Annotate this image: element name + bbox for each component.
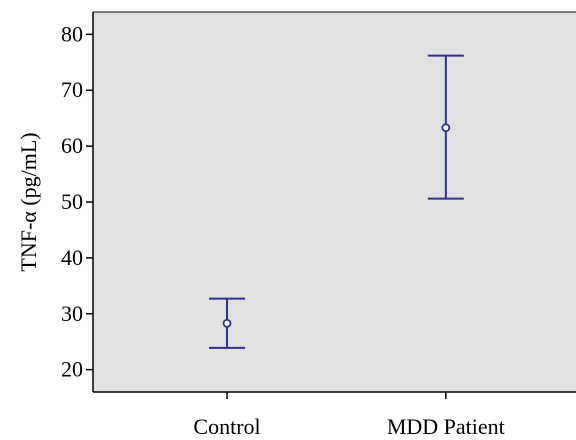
plot-area xyxy=(93,12,576,392)
x-category-label: MDD Patient xyxy=(387,414,505,439)
y-tick-label: 70 xyxy=(61,77,83,102)
y-tick-label: 50 xyxy=(61,189,83,214)
y-tick-label: 80 xyxy=(61,21,83,46)
y-ticks: 20 30 40 50 60 70 80 xyxy=(61,21,93,382)
mean-point xyxy=(222,318,232,328)
error-bar-marks xyxy=(209,54,464,349)
x-category-label: Control xyxy=(193,414,260,439)
y-tick-label: 30 xyxy=(61,301,83,326)
y-tick-label: 40 xyxy=(61,245,83,270)
y-axis-title: TNF-α (pg/mL) xyxy=(16,132,41,271)
mean-point xyxy=(441,123,451,133)
y-tick-label: 60 xyxy=(61,133,83,158)
y-tick-label: 20 xyxy=(61,357,83,382)
x-ticks: Control MDD Patient xyxy=(193,392,505,439)
